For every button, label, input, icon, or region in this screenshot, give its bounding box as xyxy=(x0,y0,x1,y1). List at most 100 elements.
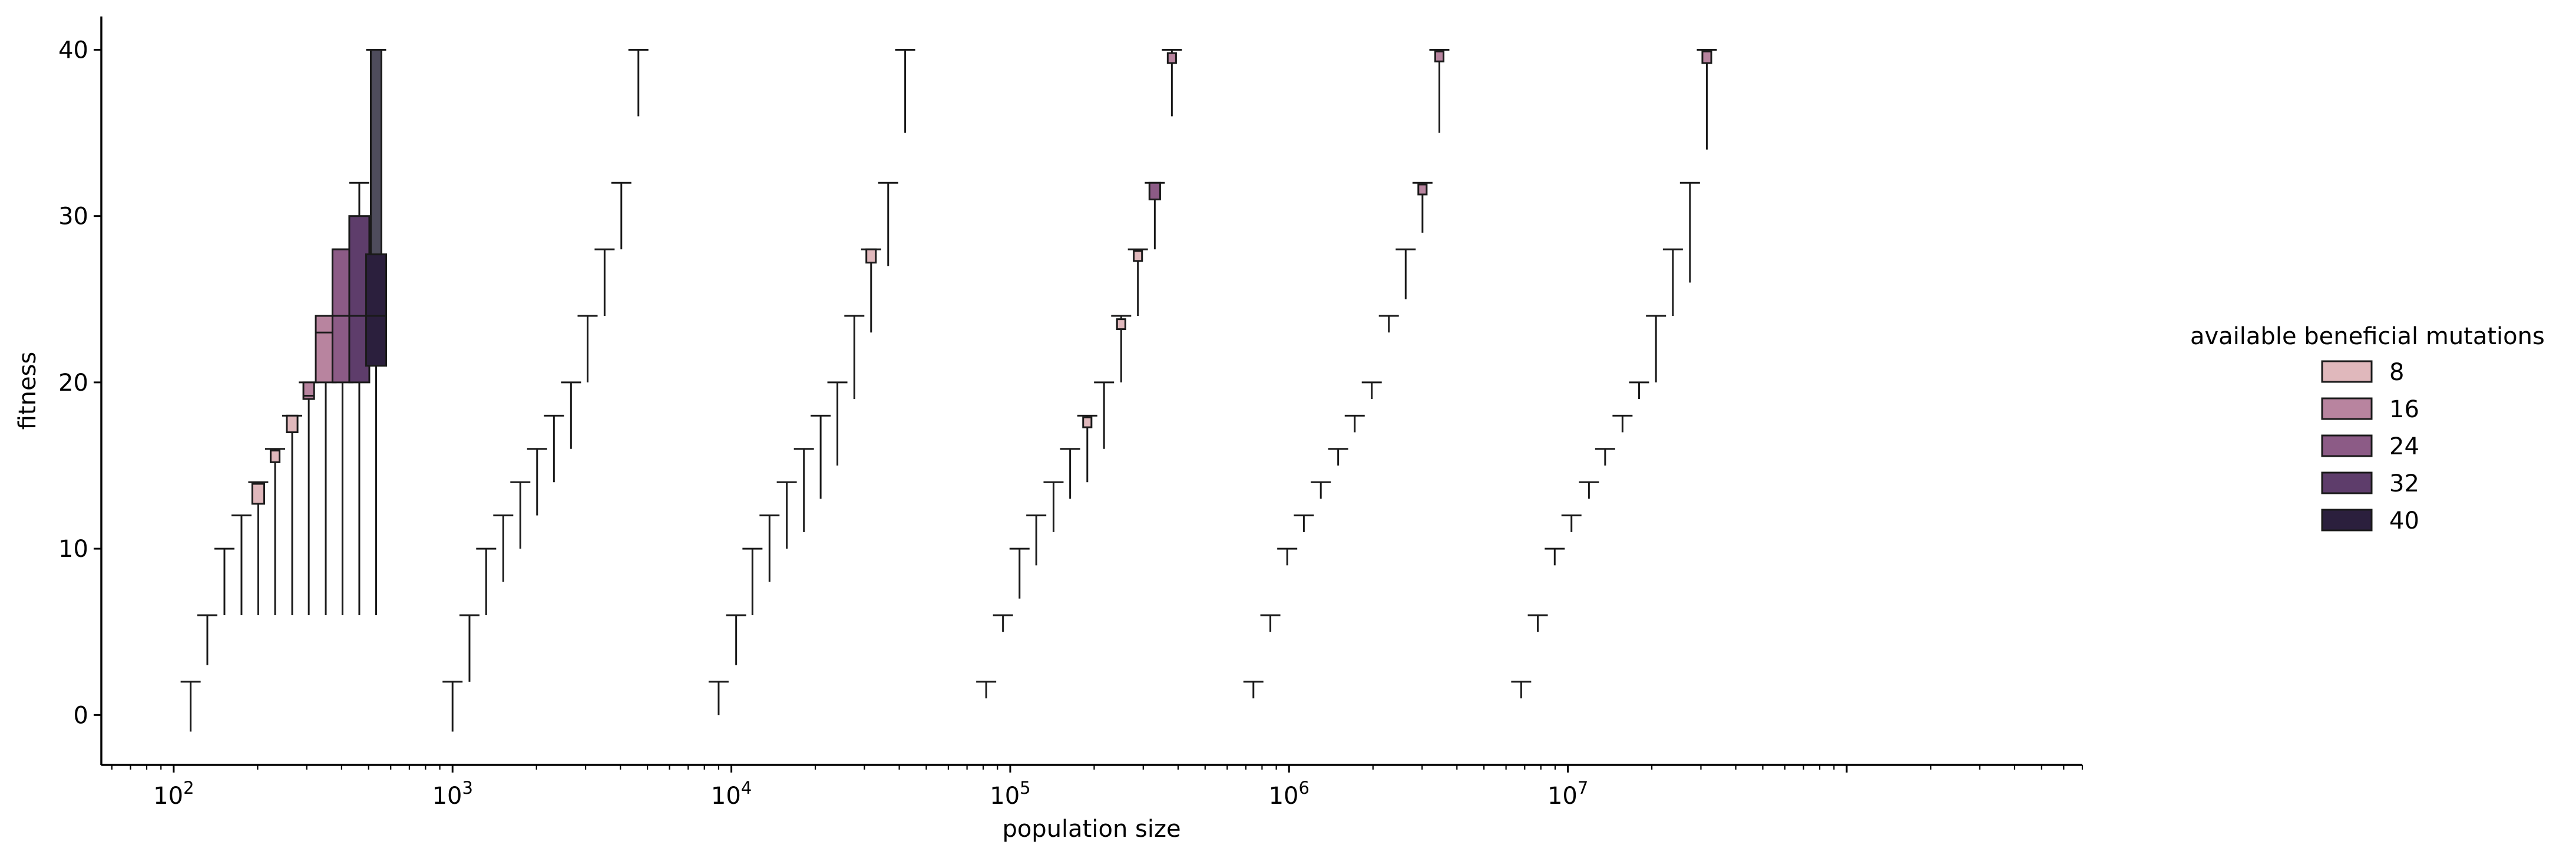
fitness-group-37 xyxy=(993,614,1013,632)
fitness-group-66 xyxy=(1612,414,1633,433)
fitness-group-47 xyxy=(1162,48,1182,117)
fitness-group-3 xyxy=(231,514,252,615)
fitness-group-20 xyxy=(577,315,598,382)
fitness-group-29 xyxy=(793,448,814,532)
x-tick-exponent: 5 xyxy=(1020,778,1030,798)
fitness-group-59 xyxy=(1429,48,1450,133)
fitness-group-22 xyxy=(611,182,631,250)
fitness-group-15 xyxy=(493,514,514,582)
quantile-box xyxy=(269,450,281,463)
fitness-group-34 xyxy=(878,182,898,266)
fitness-group-44 xyxy=(1111,315,1132,382)
x-tick-base: 10 xyxy=(432,783,462,810)
x-tick-exponent: 4 xyxy=(741,778,752,798)
x-tick-base: 10 xyxy=(711,783,741,810)
y-axis-label: fitness xyxy=(14,352,41,430)
quantile-box xyxy=(251,483,266,505)
fitness-group-17 xyxy=(527,448,547,516)
x-tick-label: 107 xyxy=(1547,778,1588,810)
quantile-box xyxy=(1148,182,1161,200)
quantile-box xyxy=(1082,416,1093,428)
fitness-group-56 xyxy=(1378,315,1399,333)
legend-swatch xyxy=(2321,471,2373,494)
x-tick-exponent: 2 xyxy=(183,778,194,798)
fitness-group-52 xyxy=(1311,481,1331,499)
fitness-group-53 xyxy=(1328,448,1348,466)
fitness-group-32 xyxy=(844,315,865,400)
x-tick-exponent: 6 xyxy=(1299,778,1310,798)
legend-swatch xyxy=(2321,397,2373,420)
fitness-group-58 xyxy=(1412,182,1433,233)
fitness-group-31 xyxy=(827,381,848,466)
axes xyxy=(100,16,2082,766)
y-tick-label: 10 xyxy=(58,536,88,563)
fitness-group-19 xyxy=(561,381,581,449)
fitness-group-28 xyxy=(776,481,797,549)
legend-title: available beneficial mutations xyxy=(2190,323,2545,350)
fitness-group-35 xyxy=(895,48,915,133)
legend-swatch xyxy=(2321,434,2373,457)
legend-item: 40 xyxy=(2321,507,2419,534)
quantile-box xyxy=(1434,50,1445,62)
fitness-group-7 xyxy=(299,381,319,615)
fitness-group-69 xyxy=(1662,248,1683,316)
x-tick-label: 102 xyxy=(153,778,194,810)
legend-label: 8 xyxy=(2389,359,2404,386)
fitness-group-41 xyxy=(1060,448,1080,499)
x-tick-label: 106 xyxy=(1269,778,1310,810)
fitness-group-12 xyxy=(442,681,463,732)
fitness-group-49 xyxy=(1260,614,1281,632)
quantile-box xyxy=(286,414,299,434)
quantile-box xyxy=(1133,250,1143,262)
fitness-group-43 xyxy=(1094,381,1115,449)
x-tick-base: 10 xyxy=(990,783,1020,810)
legend: available beneficial mutations 8 16 24 32 40 xyxy=(2190,323,2545,534)
y-tick-label: 40 xyxy=(58,37,88,64)
fitness-group-21 xyxy=(594,248,615,316)
fitness-group-38 xyxy=(1009,547,1030,599)
fitness-group-67 xyxy=(1629,381,1649,400)
fitness-group-25 xyxy=(726,614,746,665)
legend-label: 16 xyxy=(2389,396,2419,423)
fitness-group-14 xyxy=(476,547,497,615)
quantile-box xyxy=(865,248,877,264)
fitness-group-33 xyxy=(861,248,881,333)
fitness-group-40 xyxy=(1043,481,1064,532)
quantile-box xyxy=(1116,318,1126,331)
quantile-box xyxy=(1417,183,1428,196)
legend-item: 8 xyxy=(2321,359,2404,386)
fitness-group-0 xyxy=(180,681,201,732)
fitness-group-45 xyxy=(1127,248,1148,316)
fitness-group-54 xyxy=(1344,414,1365,433)
fitness-group-61 xyxy=(1527,614,1548,632)
fitness-group-11 xyxy=(365,48,388,615)
fitness-group-24 xyxy=(708,681,729,715)
fitness-group-55 xyxy=(1361,381,1382,400)
fitness-group-4 xyxy=(248,481,269,615)
legend-item: 16 xyxy=(2321,396,2419,423)
y-tick-label: 30 xyxy=(58,203,88,230)
x-tick-exponent: 7 xyxy=(1578,778,1588,798)
legend-label: 24 xyxy=(2389,433,2419,460)
y-tick-label: 20 xyxy=(58,369,88,397)
fitness-group-13 xyxy=(459,614,480,682)
x-axis-ticks: 102 103 104 105 106 107 xyxy=(111,765,2084,810)
legend-label: 32 xyxy=(2389,470,2419,497)
x-tick-base: 10 xyxy=(1269,783,1299,810)
quantile-box xyxy=(365,253,388,367)
fitness-group-2 xyxy=(214,547,234,615)
x-tick-base: 10 xyxy=(153,783,183,810)
y-axis-ticks: 0 10 20 30 40 xyxy=(58,37,101,729)
x-tick-base: 10 xyxy=(1547,783,1578,810)
fitness-group-42 xyxy=(1077,414,1097,483)
fitness-group-5 xyxy=(265,448,286,615)
fitness-group-1 xyxy=(197,614,217,665)
x-axis-label: population size xyxy=(1002,816,1180,843)
x-tick-label: 105 xyxy=(990,778,1030,810)
fitness-group-50 xyxy=(1277,547,1298,566)
y-tick-label: 0 xyxy=(74,702,88,729)
fitness-group-6 xyxy=(282,414,303,615)
fitness-group-64 xyxy=(1579,481,1599,499)
fitness-group-16 xyxy=(510,481,531,549)
